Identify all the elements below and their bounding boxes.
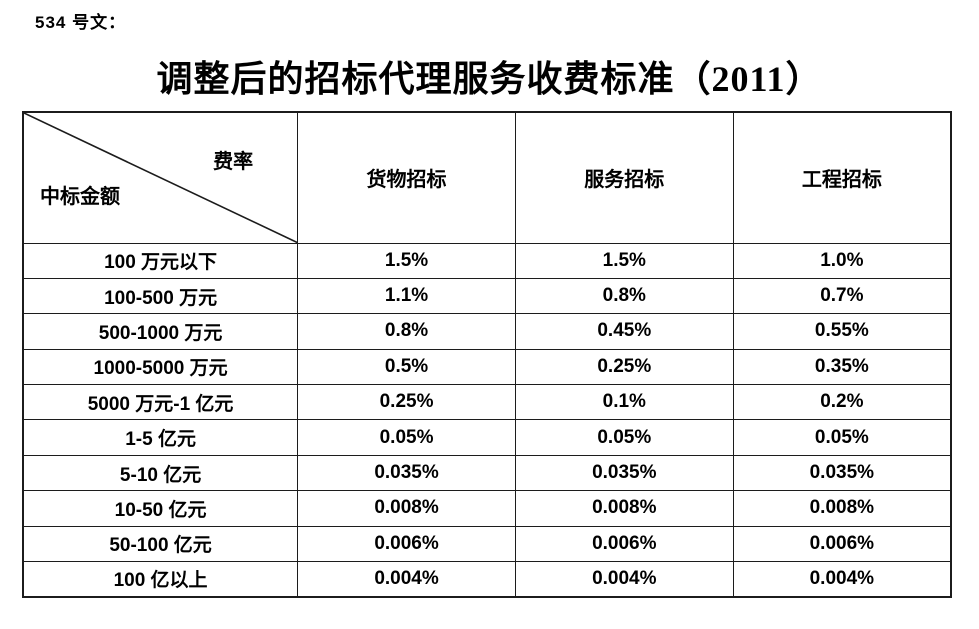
rate-cell: 0.8% [514,277,734,315]
rate-cell: 0.008% [514,490,734,527]
rate-cell: 0.35% [732,348,952,386]
rate-cell: 0.8% [297,313,516,350]
rate-cell: 0.035% [732,454,952,492]
rate-cell: 0.035% [514,454,734,492]
row-label: 5000 万元-1 亿元 [22,384,299,421]
column-header-engineering-bidding: 工程招标 [732,111,952,244]
row-label: 50-100 亿元 [22,525,299,563]
rate-cell: 0.7% [732,277,952,315]
table-row: 100 亿以上 0.004% 0.004% 0.004% [22,561,952,598]
corner-label-bid-amount: 中标金额 [40,185,120,208]
table-row: 500-1000 万元 0.8% 0.45% 0.55% [22,313,952,350]
diagonal-divider-line [24,113,297,243]
rate-cell: 0.55% [732,313,952,350]
row-label: 100-500 万元 [22,277,299,315]
rate-cell: 1.5% [297,242,516,279]
fee-table: 费率 中标金额 货物招标 服务招标 工程招标 100 万元以下 1.5% 1.5% 1… [22,111,952,598]
rate-cell: 0.004% [732,561,952,598]
rate-cell: 1.1% [297,277,516,315]
rate-cell: 0.2% [732,384,952,421]
rate-cell: 0.035% [297,454,516,492]
row-label: 1000-5000 万元 [22,348,299,386]
rate-cell: 1.0% [732,242,952,279]
rate-cell: 0.45% [514,313,734,350]
row-label: 5-10 亿元 [22,454,299,492]
rate-cell: 0.006% [297,525,516,563]
rate-cell: 0.05% [514,419,734,456]
rate-cell: 0.008% [732,490,952,527]
rate-cell: 0.004% [297,561,516,598]
row-label: 100 万元以下 [22,242,299,279]
fee-table-body: 100 万元以下 1.5% 1.5% 1.0% 100-500 万元 1.1% 0.8% 0.… [22,242,952,598]
rate-cell: 0.006% [732,525,952,563]
row-label: 100 亿以上 [22,561,299,598]
rate-cell: 0.004% [514,561,734,598]
rate-cell: 0.05% [297,419,516,456]
row-label: 1-5 亿元 [22,419,299,456]
column-header-goods-bidding: 货物招标 [297,111,516,244]
row-label: 500-1000 万元 [22,313,299,350]
row-label: 10-50 亿元 [22,490,299,527]
table-row: 100-500 万元 1.1% 0.8% 0.7% [22,277,952,315]
corner-label-rate: 费率 [213,151,254,173]
rate-cell: 0.1% [514,384,734,421]
rate-cell: 1.5% [514,242,734,279]
rate-cell: 0.008% [297,490,516,527]
page-title: 调整后的招标代理服务收费标准（2011） [156,59,823,99]
rate-cell: 0.25% [514,348,734,386]
table-row: 1000-5000 万元 0.5% 0.25% 0.35% [22,348,952,386]
table-row: 5-10 亿元 0.035% 0.035% 0.035% [22,454,952,492]
table-row: 5000 万元-1 亿元 0.25% 0.1% 0.2% [22,384,952,421]
rate-cell: 0.5% [297,348,516,386]
table-row: 1-5 亿元 0.05% 0.05% 0.05% [22,419,952,456]
rate-cell: 0.05% [732,419,952,456]
rate-cell: 0.006% [514,525,734,563]
header-row: 费率 中标金额 货物招标 服务招标 工程招标 [22,111,952,244]
corner-header-cell: 费率 中标金额 [22,111,299,244]
doc-number: 534 号文： [35,13,127,32]
table-row: 50-100 亿元 0.006% 0.006% 0.006% [22,525,952,563]
rate-cell: 0.25% [297,384,516,421]
table-row: 10-50 亿元 0.008% 0.008% 0.008% [22,490,952,527]
table-row: 100 万元以下 1.5% 1.5% 1.0% [22,242,952,279]
column-header-service-bidding: 服务招标 [514,111,734,244]
